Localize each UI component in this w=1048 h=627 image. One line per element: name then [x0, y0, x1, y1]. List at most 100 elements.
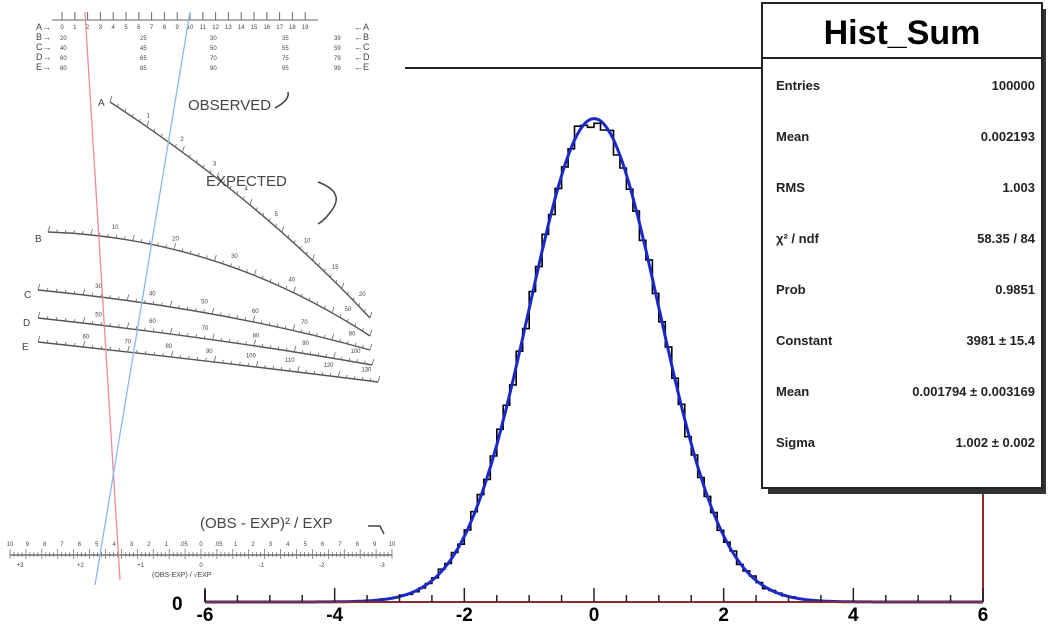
nomogram-curve-tick [339, 314, 342, 318]
nomogram-curve-tick [369, 343, 373, 351]
nomogram-curve-tick [346, 318, 349, 322]
nomogram-scale-top-number: 3 [269, 542, 273, 548]
nomogram-top-number: 0 [60, 25, 64, 31]
nomogram-curve-tick [189, 250, 192, 254]
y-tick-label-0: 0 [172, 594, 183, 615]
nomogram-row-letter-left: E→ [36, 62, 51, 72]
nomogram-curve-tick [249, 198, 253, 206]
nomogram-curve-tick [337, 370, 341, 378]
nomogram-curve-tick [228, 313, 230, 318]
nomogram-curve-tick [64, 289, 67, 293]
nomogram-top-number: 7 [150, 25, 154, 31]
nomogram-scale-top-number: 4 [113, 542, 117, 548]
nomogram-curve-tick [281, 226, 285, 233]
nomogram-curve-tick [132, 234, 135, 241]
nomogram-scale-top-number: 7 [338, 542, 342, 548]
nomogram-row-value: 95 [282, 66, 289, 72]
nomogram-curve-tick [284, 325, 287, 329]
stats-row-value: 0.001794 ± 0.003169 [912, 384, 1035, 399]
nomogram-row-scales: 0 1 2 3 4 5 6 7 8 9 10 11 12 13 14 15 16 17 18 19A→ ←AB→ ←B20… [36, 12, 370, 72]
nomogram-curve-tick [82, 316, 86, 324]
nomogram-curve-tick [153, 128, 156, 132]
nomogram-curve-label: 1 [147, 113, 151, 119]
nomogram-curve-label: 60 [252, 309, 259, 315]
nomogram-row-letter-right: ←C [354, 42, 370, 52]
nomogram-curve-tick [187, 355, 190, 360]
nomogram-curve-label: 70 [124, 339, 131, 345]
nomogram-scale-top-number: 1 [234, 542, 238, 548]
nomogram-curve-tick [325, 353, 328, 358]
nomogram-curve-tick [236, 340, 239, 344]
nomogram-scale-bottom-number: +3 [17, 563, 25, 569]
nomogram-scale-top-number: 8 [43, 542, 47, 548]
nomogram-curve-tick [203, 309, 205, 313]
nomogram-curve-label: 90 [302, 341, 309, 347]
nomogram-curve-letter: A [98, 98, 105, 109]
nomogram-scale-top-number: 8 [356, 542, 360, 548]
nomogram-curve-tick [269, 345, 272, 349]
nomogram-curve-label: 4 [244, 187, 248, 193]
nomogram-top-number: 1 [73, 25, 77, 31]
nomogram-curve-tick [292, 324, 296, 331]
nomogram-curve-tick [236, 191, 239, 195]
nomogram-curve-tick [139, 118, 141, 122]
nomogram-curve-tick [91, 321, 94, 325]
nomogram-curve-tick [254, 269, 257, 276]
nomogram-scale-top-number: 9 [373, 542, 377, 548]
stats-box-rows: Entries 100000 Mean 0.002193 RMS 1.003 χ² / nd… [776, 78, 1036, 450]
nomogram-curve-tick [178, 332, 181, 336]
nomogram-curve-tick [280, 366, 283, 371]
nomogram-scale-bottom-number: +2 [77, 563, 85, 569]
nomogram-row-letter-left: A→ [36, 22, 51, 32]
nomogram-curve-tick [361, 376, 364, 381]
x-tick-label: 6 [978, 605, 989, 626]
nomogram-row-value: 30 [210, 36, 217, 42]
x-tick-label: 2 [718, 605, 729, 626]
nomogram-curve-tick [152, 301, 155, 305]
nomogram-curve [47, 231, 371, 337]
stats-row-value: 3981 ± 15.4 [966, 333, 1035, 348]
nomogram-curve-tick [118, 347, 120, 352]
nomogram-curve-tick [369, 311, 373, 319]
nomogram-curve-tick [157, 242, 159, 246]
nomogram-scale-top-number: 6 [78, 542, 82, 548]
nomogram-curve-tick [117, 103, 119, 108]
nomogram-curve-tick [358, 303, 361, 307]
nomogram-row-letter-left: D→ [36, 52, 52, 62]
nomogram-scale-bottom-number: -2 [319, 563, 325, 569]
nomogram-curve-label: 2 [180, 137, 184, 143]
nomogram-scale-top-number: 5 [95, 542, 99, 548]
stats-row-value: 0.002193 [981, 129, 1035, 144]
nomogram-curve-label: 80 [165, 344, 172, 350]
nomogram-scale-top-number: .05 [179, 542, 188, 548]
nomogram-curve-tick [189, 154, 191, 158]
nomogram-top-number: 4 [112, 25, 116, 31]
nomogram-top-number: 12 [212, 25, 219, 31]
nomogram-curve-tick [369, 377, 372, 382]
nomogram-curve-tick [348, 357, 351, 362]
nomogram-curve-tick [371, 358, 375, 366]
nomogram-curve-tick [90, 228, 93, 236]
nomogram-curve [37, 317, 373, 366]
nomogram-curve-tick [329, 274, 332, 278]
nomogram-curve-tick [153, 351, 156, 356]
stats-row-label: Sigma [776, 435, 816, 450]
nomogram-curve-tick [230, 263, 232, 267]
nomogram-curve [37, 341, 379, 383]
nomogram-curve-label: 100 [350, 349, 361, 355]
nomogram-curve-tick [223, 180, 225, 184]
stats-row-label: χ² / ndf [776, 231, 820, 246]
nomogram-row-value: 45 [140, 46, 147, 52]
nomogram-row-letter-right: ←B [354, 32, 369, 42]
nomogram-red-guide-line [84, 11, 121, 581]
nomogram-curve-label: 50 [95, 312, 102, 318]
nomogram-curve-tick [275, 223, 277, 227]
nomogram-curve-tick [117, 324, 120, 328]
nomogram-curve-tick [126, 294, 130, 301]
nomogram-curve-tick [135, 326, 138, 330]
nomogram-curve-tick [253, 339, 256, 346]
nomogram-curve-tick [243, 196, 245, 200]
nomogram-curve-tick [73, 318, 76, 323]
nomogram-curve-tick [364, 308, 366, 313]
nomogram-curve-letter: C [24, 290, 31, 301]
